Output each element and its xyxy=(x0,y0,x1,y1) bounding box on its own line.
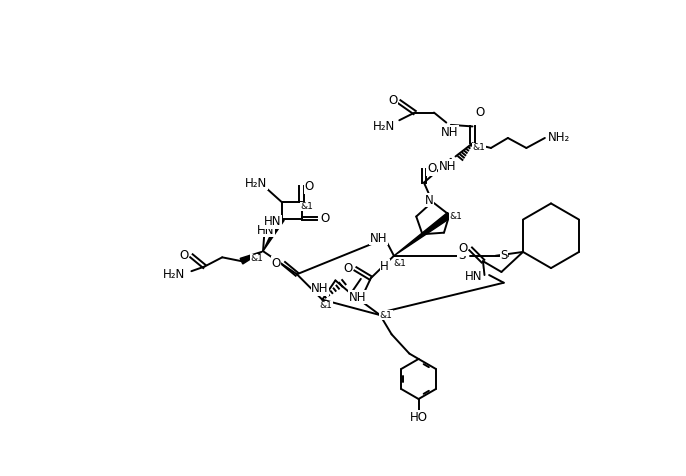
Text: O: O xyxy=(427,162,436,175)
Text: O: O xyxy=(475,106,485,119)
Text: O: O xyxy=(305,180,314,193)
Text: NH: NH xyxy=(370,231,388,245)
Text: S: S xyxy=(458,249,465,262)
Text: H₂N: H₂N xyxy=(245,177,268,190)
Text: &1: &1 xyxy=(394,259,407,268)
Text: NH: NH xyxy=(311,282,329,296)
Polygon shape xyxy=(263,217,284,251)
Text: O: O xyxy=(320,212,329,225)
Text: HO: HO xyxy=(410,411,427,424)
Text: &1: &1 xyxy=(449,212,462,221)
Text: NH: NH xyxy=(440,126,458,139)
Text: NH: NH xyxy=(349,291,366,304)
Polygon shape xyxy=(394,212,451,256)
Text: HN: HN xyxy=(465,270,482,283)
Polygon shape xyxy=(240,251,263,264)
Text: S: S xyxy=(500,249,508,262)
Text: NH: NH xyxy=(311,282,329,296)
Text: HN: HN xyxy=(257,224,275,237)
Text: O: O xyxy=(458,242,468,255)
Text: O: O xyxy=(272,257,281,270)
Text: O: O xyxy=(388,94,398,107)
Text: &1: &1 xyxy=(320,301,333,310)
Text: O: O xyxy=(179,249,189,262)
Text: H₂N: H₂N xyxy=(372,120,395,133)
Text: &1: &1 xyxy=(300,202,314,211)
Text: &1: &1 xyxy=(250,254,263,263)
Text: NH₂: NH₂ xyxy=(547,131,570,145)
Text: O: O xyxy=(343,262,353,276)
Text: H: H xyxy=(380,260,389,273)
Text: HN: HN xyxy=(263,216,281,228)
Text: &1: &1 xyxy=(472,143,485,152)
Text: NH: NH xyxy=(439,160,457,173)
Text: H₂N: H₂N xyxy=(163,268,186,281)
Text: &1: &1 xyxy=(380,310,392,319)
Text: N: N xyxy=(425,194,434,207)
